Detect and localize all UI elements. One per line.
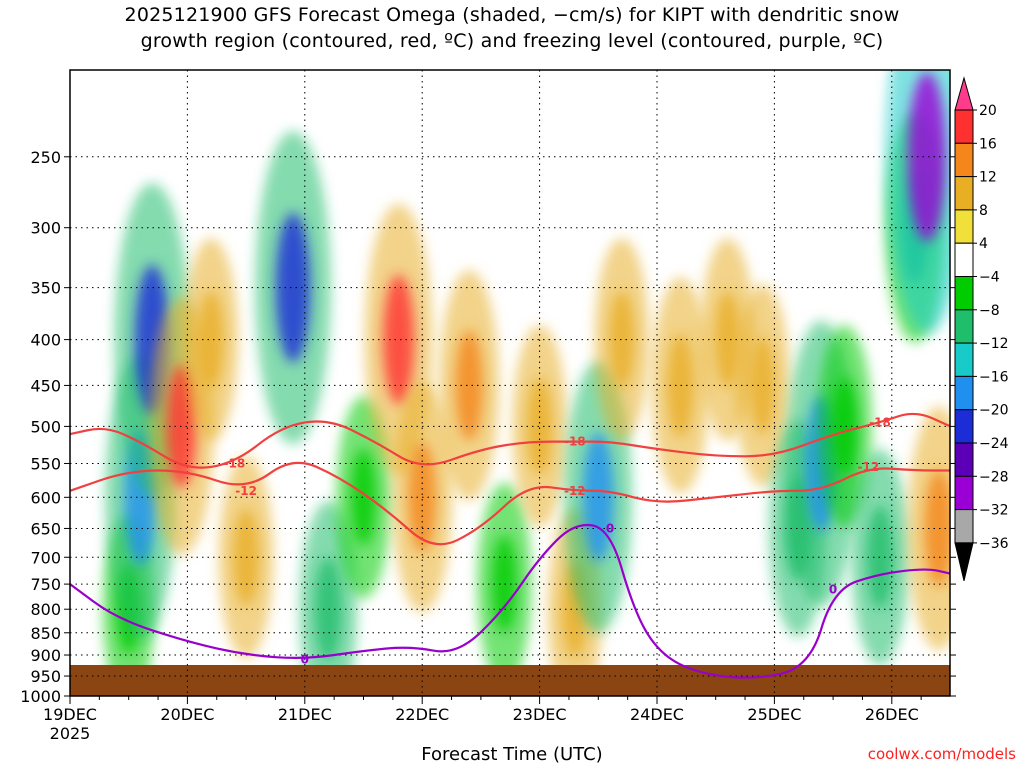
x-tick-label-5: 24DEC	[630, 705, 684, 724]
terrain-ground	[70, 665, 950, 696]
y-tick-label-500: 500	[30, 417, 61, 436]
x-axis: 19DEC 20DEC 21DEC 22DEC 23DEC 24DEC 25DEC 26DEC…	[43, 696, 922, 743]
omega-core-18	[714, 291, 741, 389]
y-tick-label-700: 700	[30, 548, 61, 567]
contour-label--18-2: -18	[869, 415, 891, 429]
credit-link[interactable]: coolwx.com/models	[867, 745, 1016, 763]
colorbar: 20 16 12 8 4 −4 −8 −12 −16 −20 −24 −28 −32 −36	[954, 76, 1009, 582]
colorbar-label-6: −8	[979, 303, 1000, 319]
x-axis-label: Forecast Time (UTC)	[421, 744, 603, 765]
omega-core-26	[924, 470, 950, 587]
colorbar-swatch-5	[954, 242, 974, 277]
y-tick-label-600: 600	[30, 488, 61, 507]
colorbar-swatch-13	[954, 509, 974, 544]
omega-core-8	[350, 448, 377, 546]
colorbar-label-1: 16	[979, 136, 997, 152]
contour-label--12-2: -12	[857, 460, 879, 474]
omega-core-11	[455, 330, 483, 441]
omega-shading	[102, 70, 950, 696]
contour-0	[70, 523, 950, 679]
contour--18	[70, 412, 950, 469]
omega-core-22	[832, 377, 858, 475]
omega-core-23	[866, 505, 894, 609]
x-tick-label-7: 26DEC	[865, 705, 919, 724]
y-tick-label-250: 250	[30, 148, 61, 167]
colorbar-label-12: −32	[979, 503, 1009, 519]
omega-core-6	[275, 212, 311, 363]
colorbar-swatch-7	[954, 309, 974, 344]
omega-core-12	[491, 535, 517, 633]
colorbar-swatch-2	[954, 142, 974, 178]
y-tick-label-800: 800	[30, 600, 61, 619]
contour-label-0-2: 0	[829, 582, 837, 596]
colorbar-label-13: −36	[979, 536, 1009, 552]
y-tick-label-750: 750	[30, 575, 61, 594]
colorbar-swatch-12	[954, 475, 974, 511]
omega-core-25	[907, 72, 947, 242]
y-tick-label-850: 850	[30, 624, 61, 643]
x-tick-label-0: 19DEC	[43, 705, 97, 724]
colorbar-cap-bottom	[954, 542, 974, 582]
x-tick-label-6: 25DEC	[747, 705, 801, 724]
contour--12	[70, 461, 950, 546]
colorbar-label-7: −12	[979, 336, 1009, 352]
omega-core-17	[667, 333, 694, 438]
chart-title: 2025121900 GFS Forecast Omega (shaded, −…	[124, 4, 900, 26]
colorbar-swatch-8	[954, 342, 974, 377]
chart-subtitle: growth region (contoured, red, ºC) and f…	[140, 30, 884, 52]
y-tick-label-900: 900	[30, 646, 61, 665]
colorbar-swatch-6	[954, 276, 974, 311]
colorbar-label-11: −28	[979, 469, 1009, 485]
x-tick-label-1: 20DEC	[160, 705, 214, 724]
omega-core-9	[383, 274, 415, 405]
contour-label--12-0: -12	[235, 484, 257, 498]
colorbar-label-8: −16	[979, 369, 1009, 385]
colorbar-label-2: 12	[979, 170, 997, 186]
colorbar-cap-top	[954, 76, 974, 111]
y-axis: 250 300 350 400 450 500 550 600 650 700 750 800 850 9…	[20, 148, 956, 706]
contour-label-0-0: 0	[301, 652, 309, 666]
x-tick-label-4: 23DEC	[513, 705, 567, 724]
contour-label--18-0: -18	[224, 456, 246, 470]
omega-core-13	[527, 377, 553, 475]
colorbar-swatch-10	[954, 409, 974, 444]
omega-core-16	[609, 291, 635, 389]
colorbar-swatch-4	[954, 209, 974, 244]
x-tick-label-2: 21DEC	[278, 705, 332, 724]
y-tick-label-350: 350	[30, 279, 61, 298]
x-tick-label-3: 22DEC	[395, 705, 449, 724]
contour-label--12-1: -12	[564, 484, 586, 498]
contour-label--18-1: -18	[564, 435, 586, 449]
colorbar-label-5: −4	[979, 270, 1000, 286]
y-tick-label-400: 400	[30, 331, 61, 350]
contour-label-0-1: 0	[606, 521, 614, 535]
colorbar-label-10: −24	[979, 436, 1009, 452]
colorbar-label-0: 20	[979, 103, 997, 119]
y-tick-label-650: 650	[30, 519, 61, 538]
omega-core-19	[750, 337, 776, 434]
omega-core-4	[198, 291, 224, 389]
y-tick-label-450: 450	[30, 376, 61, 395]
y-tick-label-300: 300	[30, 219, 61, 238]
omega-core-7	[315, 557, 342, 661]
colorbar-label-4: 4	[979, 236, 988, 252]
y-tick-label-1000: 1000	[20, 687, 61, 706]
colorbar-swatch-1	[954, 109, 974, 144]
x-year-label: 2025	[50, 724, 91, 743]
contour-lines: -12 -12 -12 -18 -18 -18 0 0 0	[70, 412, 950, 679]
colorbar-label-9: −20	[979, 403, 1009, 419]
y-tick-label-950: 950	[30, 667, 61, 686]
colorbar-swatch-9	[954, 375, 974, 411]
colorbar-swatch-11	[954, 442, 974, 477]
colorbar-swatch-3	[954, 176, 974, 211]
y-tick-label-550: 550	[30, 454, 61, 473]
colorbar-label-3: 8	[979, 203, 988, 219]
